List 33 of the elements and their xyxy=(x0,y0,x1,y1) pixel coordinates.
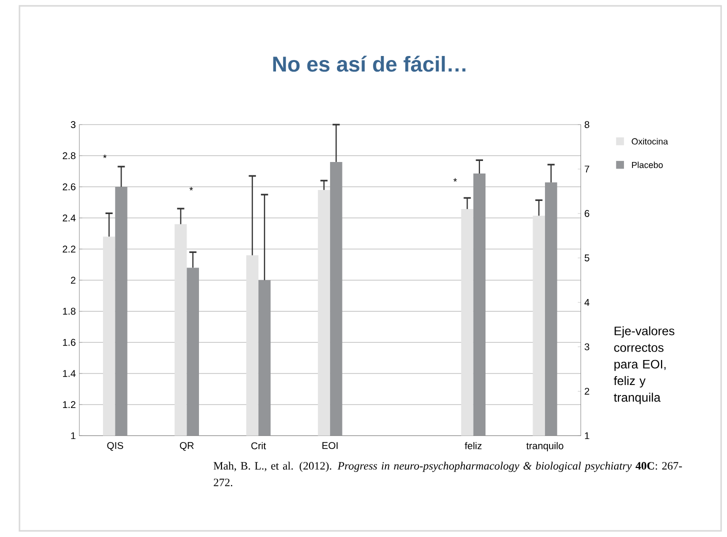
y-tick-label: 2.6 xyxy=(62,183,76,190)
y-tick-label: 1.2 xyxy=(63,401,76,408)
y-tick-label: 2 xyxy=(70,276,76,284)
chart-title: No es así de fácil… xyxy=(273,56,466,72)
x-tick-label: Crit xyxy=(251,442,266,450)
y2-tick-label: 3 xyxy=(584,343,590,350)
y2-tick-label: 6 xyxy=(584,210,590,218)
y-tick-label: 2.2 xyxy=(62,246,76,253)
annotation: * xyxy=(103,154,107,158)
text: Eje-valores correctos para EOI, feliz y tranquila xyxy=(614,326,674,404)
y2-tick-label: 5 xyxy=(584,254,590,262)
text: Mah, B. L., et al. (2012). Progress in neuro-psychopharmacology & biological psychiatry 40C: 267-272. xyxy=(214,462,682,486)
legend-label: Placebo xyxy=(632,162,663,168)
y-tick-label: 1 xyxy=(71,432,76,440)
y2-tick-label: 1 xyxy=(584,432,590,440)
x-tick-label: QR xyxy=(180,442,194,451)
y2-tick-label: 7 xyxy=(584,166,590,173)
y2-tick-label: 8 xyxy=(584,121,590,128)
y-tick-label: 2.8 xyxy=(62,152,76,160)
y-tick-label: 1.4 xyxy=(63,370,76,377)
y2-tick-label: 4 xyxy=(584,299,590,306)
x-tick-label: tranquilo xyxy=(526,442,564,452)
y-tick-label: 1.8 xyxy=(63,308,76,315)
y-tick-label: 1.6 xyxy=(63,339,76,346)
annotation: * xyxy=(189,187,193,191)
x-tick-label: EOI xyxy=(322,442,338,450)
y-tick-label: 2.4 xyxy=(62,214,76,222)
y-tick-label: 3 xyxy=(70,121,76,128)
x-tick-label: QIS xyxy=(107,442,124,451)
x-tick-label: feliz xyxy=(464,442,482,450)
legend-label: Oxitocina xyxy=(632,138,668,145)
annotation: * xyxy=(453,178,457,182)
y2-tick-label: 2 xyxy=(584,388,590,395)
